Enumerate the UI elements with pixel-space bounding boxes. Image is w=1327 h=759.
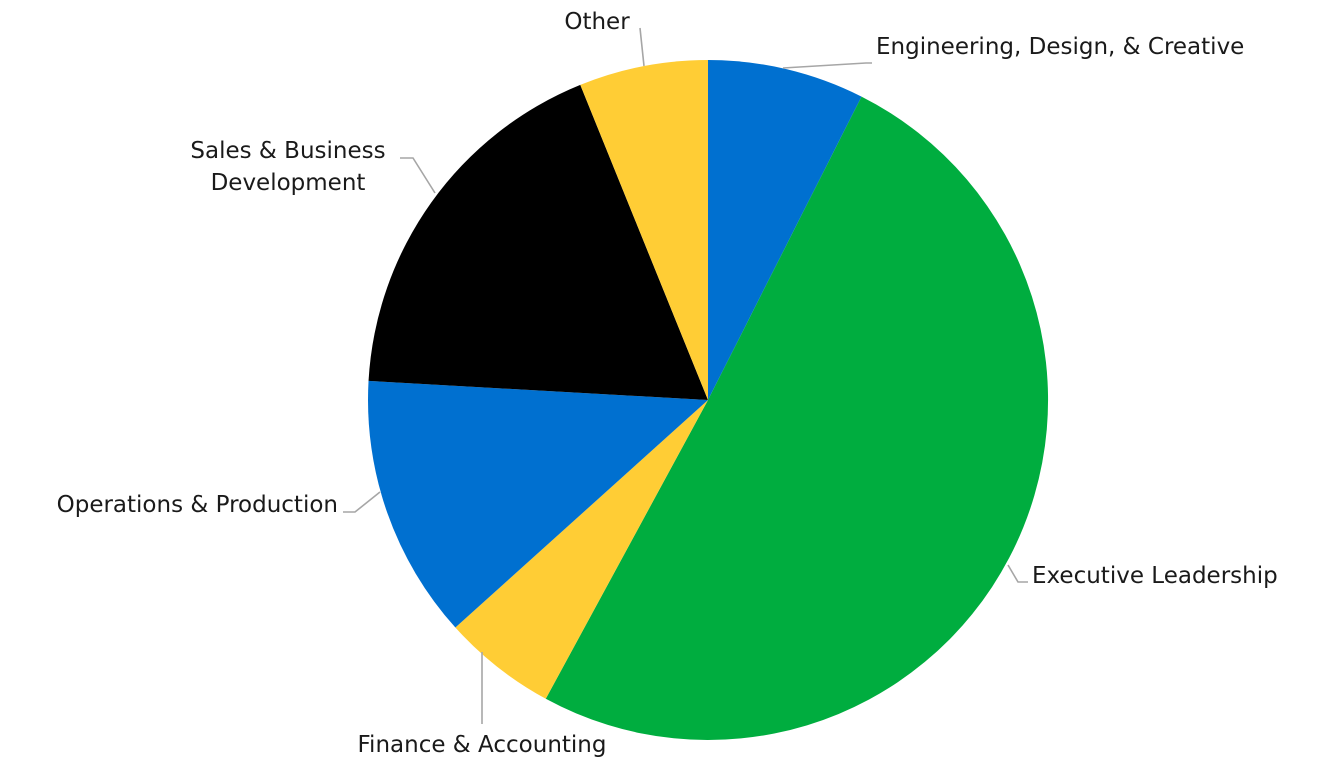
slice-label-line: Engineering, Design, & Creative bbox=[876, 34, 1244, 60]
pie-slice-sales-and-business-development bbox=[368, 84, 708, 401]
leader-line-engineering-design-and-creative bbox=[782, 62, 872, 69]
slice-label-line: Other bbox=[564, 9, 630, 35]
slice-label-line: Development bbox=[211, 170, 366, 196]
slice-label-engineering-design-and-creative: Engineering, Design, & Creative bbox=[876, 34, 1244, 60]
leader-line-sales-and-business-development bbox=[400, 157, 436, 194]
slice-label-other: Other bbox=[564, 9, 630, 35]
pie-slice-executive-leadership bbox=[545, 96, 1049, 741]
pie-slices bbox=[368, 60, 1049, 741]
slice-label-line: Sales & Business bbox=[190, 138, 385, 164]
slice-label-line: Finance & Accounting bbox=[358, 732, 607, 758]
slice-label-line: Operations & Production bbox=[57, 492, 338, 518]
leader-line-operations-and-production bbox=[343, 491, 381, 513]
leader-line-other bbox=[639, 27, 645, 67]
slice-label-executive-leadership: Executive Leadership bbox=[1032, 563, 1278, 589]
slice-label-sales-and-business-development: Sales & Business Development bbox=[190, 138, 385, 196]
slice-label-operations-and-production: Operations & Production bbox=[57, 492, 338, 518]
leader-lines bbox=[343, 27, 1028, 724]
pie-slice-finance-and-accounting bbox=[455, 400, 708, 699]
pie-slice-operations-and-production bbox=[368, 380, 708, 628]
slice-labels: Engineering, Design, & Creative Executive… bbox=[57, 9, 1278, 758]
leader-line-executive-leadership bbox=[1007, 564, 1028, 583]
slice-label-finance-and-accounting: Finance & Accounting bbox=[358, 732, 607, 758]
pie-slice-other bbox=[580, 60, 708, 400]
slice-label-line: Executive Leadership bbox=[1032, 563, 1278, 589]
pie-slice-engineering-design-and-creative bbox=[708, 60, 862, 400]
